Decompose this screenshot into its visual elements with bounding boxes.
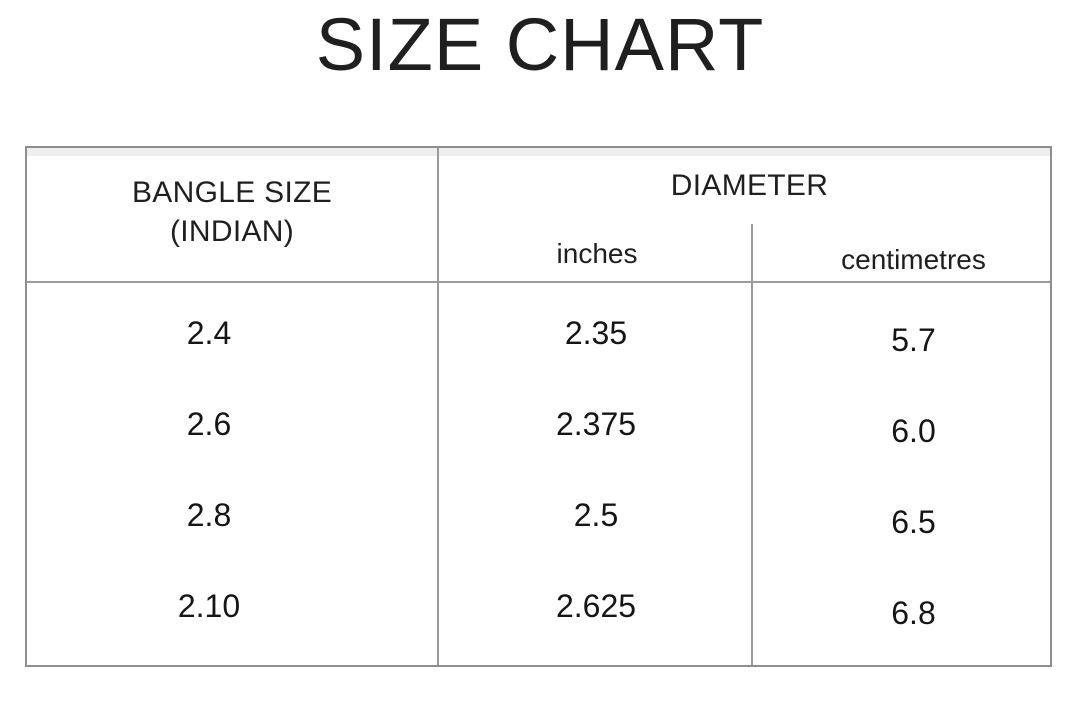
page-title: SIZE CHART xyxy=(315,3,765,86)
cell-centimetres: 6.0 xyxy=(891,413,936,449)
cell-bangle-size: 2.6 xyxy=(186,406,232,442)
row-divider-2 xyxy=(27,152,1050,154)
table-row: 2.10 2.625 6.8 xyxy=(27,561,1050,652)
header-body-divider xyxy=(27,281,1050,283)
cell-inches: 2.5 xyxy=(573,497,619,533)
row-divider-1 xyxy=(27,150,1050,152)
header-diameter: DIAMETER xyxy=(670,169,829,202)
size-chart-table: BANGLE SIZE (INDIAN) DIAMETER inches cen… xyxy=(25,146,1052,667)
cell-bangle-size: 2.8 xyxy=(186,497,232,533)
table-row: 2.6 2.375 6.0 xyxy=(27,379,1050,470)
cell-centimetres: 6.8 xyxy=(891,595,936,631)
diameter-subheader-divider xyxy=(27,148,1050,150)
cell-bangle-size: 2.4 xyxy=(186,315,232,351)
header-bangle-size: BANGLE SIZE (INDIAN) xyxy=(27,148,437,281)
cell-bangle-size: 2.10 xyxy=(177,588,241,624)
cell-inches: 2.375 xyxy=(555,406,637,442)
cell-inches: 2.625 xyxy=(555,588,637,624)
cell-inches: 2.35 xyxy=(564,315,628,351)
column-divider-2 xyxy=(751,224,753,665)
column-divider-1 xyxy=(437,148,439,665)
cell-centimetres: 6.5 xyxy=(891,504,936,540)
header-inches: inches xyxy=(556,237,638,269)
row-divider-3 xyxy=(27,154,1050,156)
table-row: 2.8 2.5 6.5 xyxy=(27,470,1050,561)
cell-centimetres: 5.7 xyxy=(891,322,936,358)
table-row: 2.4 2.35 5.7 xyxy=(27,288,1050,379)
header-bangle-size-line1: BANGLE SIZE xyxy=(131,176,333,210)
header-centimetres: centimetres xyxy=(841,243,986,275)
header-bangle-size-line2: (INDIAN) xyxy=(169,214,295,248)
